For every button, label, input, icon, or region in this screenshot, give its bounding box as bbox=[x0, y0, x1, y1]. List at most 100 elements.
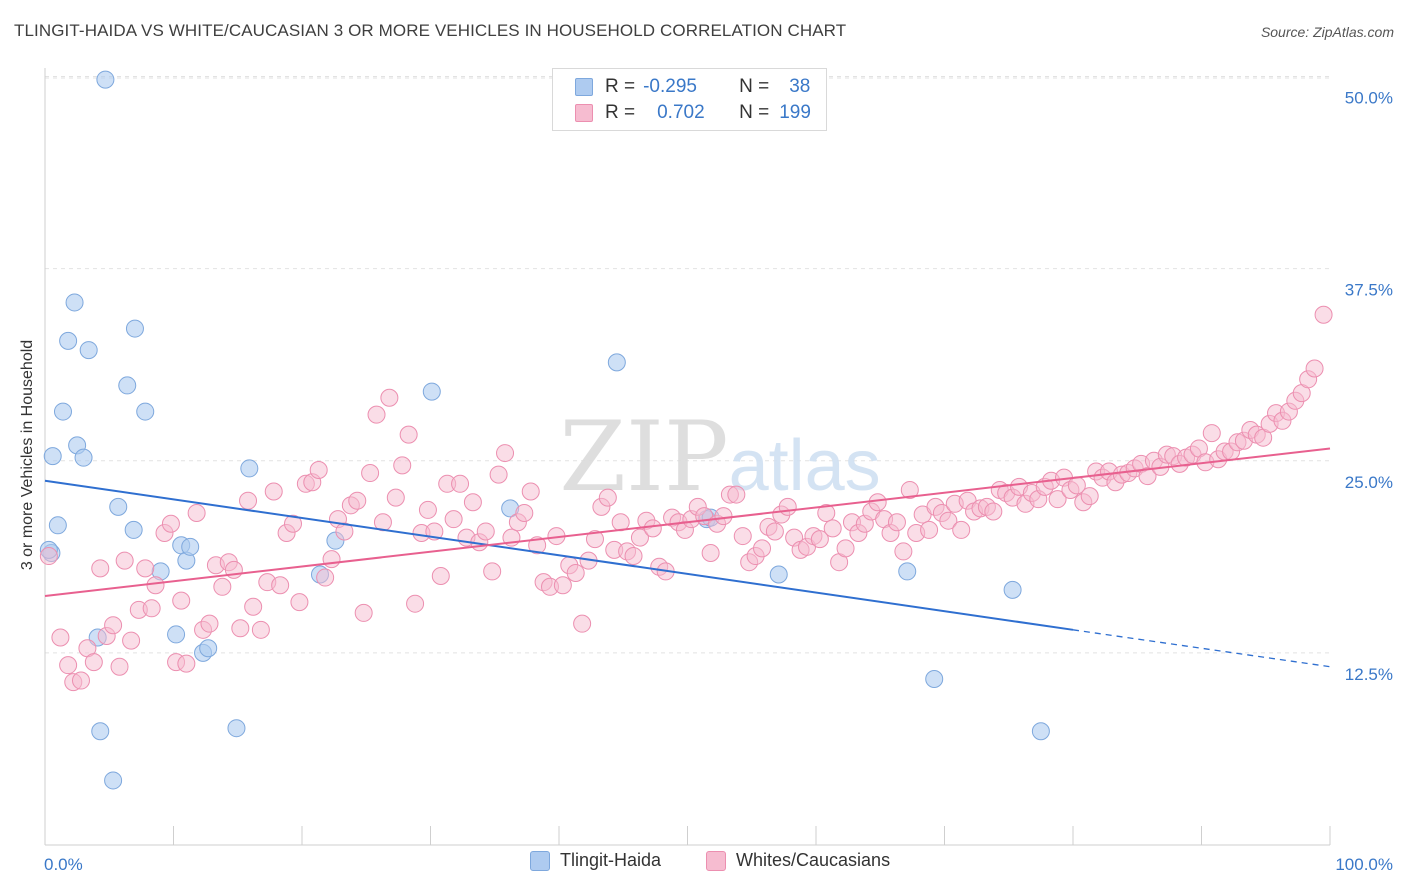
r-value: 0.702 bbox=[657, 102, 705, 123]
y-axis-label: 3 or more Vehicles in Household bbox=[19, 339, 36, 571]
data-point-whites-caucasians bbox=[316, 568, 335, 587]
n-label: N = bbox=[739, 102, 770, 123]
data-point-whites-caucasians bbox=[553, 576, 572, 595]
data-point-tlingit-haida bbox=[59, 331, 78, 350]
chart-title: TLINGIT-HAIDA VS WHITE/CAUCASIAN 3 OR MO… bbox=[14, 21, 847, 40]
data-point-whites-caucasians bbox=[1314, 305, 1333, 324]
data-point-tlingit-haida bbox=[1003, 580, 1022, 599]
trend-line-tlingit-haida bbox=[44, 479, 1074, 631]
data-point-whites-caucasians bbox=[952, 520, 971, 539]
data-point-whites-caucasians bbox=[836, 539, 855, 558]
data-point-whites-caucasians bbox=[393, 456, 412, 475]
data-point-tlingit-haida bbox=[91, 722, 110, 741]
data-point-tlingit-haida bbox=[607, 353, 626, 372]
data-point-whites-caucasians bbox=[309, 460, 328, 479]
data-point-whites-caucasians bbox=[727, 485, 746, 504]
data-point-whites-caucasians bbox=[1202, 424, 1221, 443]
source-label: Source: ZipAtlas.com bbox=[1260, 24, 1394, 40]
data-point-whites-caucasians bbox=[51, 628, 70, 647]
data-point-tlingit-haida bbox=[48, 516, 67, 535]
data-point-whites-caucasians bbox=[361, 464, 380, 483]
data-point-whites-caucasians bbox=[187, 504, 206, 523]
blue-swatch bbox=[575, 78, 593, 96]
data-point-whites-caucasians bbox=[271, 576, 290, 595]
data-point-whites-caucasians bbox=[463, 493, 482, 512]
data-point-whites-caucasians bbox=[284, 514, 303, 533]
data-point-tlingit-haida bbox=[109, 497, 128, 516]
data-point-tlingit-haida bbox=[199, 639, 218, 658]
legend-label: Tlingit-Haida bbox=[560, 850, 662, 870]
data-point-tlingit-haida bbox=[74, 448, 93, 467]
data-point-whites-caucasians bbox=[1080, 487, 1099, 506]
data-point-tlingit-haida bbox=[104, 771, 123, 790]
data-point-whites-caucasians bbox=[71, 671, 90, 690]
data-point-tlingit-haida bbox=[96, 70, 115, 89]
data-point-tlingit-haida bbox=[125, 319, 144, 338]
data-point-whites-caucasians bbox=[1138, 467, 1157, 486]
data-point-tlingit-haida bbox=[181, 537, 200, 556]
data-point-whites-caucasians bbox=[451, 474, 470, 493]
data-point-whites-caucasians bbox=[290, 593, 309, 612]
x-tick-labels: 0.0% 100.0% bbox=[44, 855, 1393, 874]
data-point-whites-caucasians bbox=[765, 522, 784, 541]
data-point-whites-caucasians bbox=[418, 500, 437, 519]
x-tick-label: 100.0% bbox=[1335, 855, 1393, 874]
data-point-tlingit-haida bbox=[422, 382, 441, 401]
data-point-whites-caucasians bbox=[213, 577, 232, 596]
data-point-tlingit-haida bbox=[79, 341, 98, 360]
data-point-whites-caucasians bbox=[733, 527, 752, 546]
r-label: R = bbox=[605, 102, 636, 123]
x-tick-label: 0.0% bbox=[44, 855, 83, 874]
legend-label: Whites/Caucasians bbox=[736, 850, 891, 870]
data-point-whites-caucasians bbox=[868, 493, 887, 512]
data-point-whites-caucasians bbox=[161, 514, 180, 533]
data-point-whites-caucasians bbox=[630, 528, 649, 547]
data-point-whites-caucasians bbox=[39, 547, 58, 566]
y-tick-label: 12.5% bbox=[1345, 665, 1393, 684]
data-point-whites-caucasians bbox=[244, 597, 263, 616]
data-point-tlingit-haida bbox=[227, 719, 246, 738]
data-point-tlingit-haida bbox=[240, 459, 259, 478]
data-point-tlingit-haida bbox=[118, 376, 137, 395]
tlingit-haida-points bbox=[39, 70, 1050, 790]
trend-line-tlingit-haida-extension bbox=[1072, 629, 1331, 668]
r-label: R = bbox=[605, 76, 636, 97]
data-point-tlingit-haida bbox=[136, 402, 155, 421]
data-point-whites-caucasians bbox=[573, 614, 592, 633]
data-point-whites-caucasians bbox=[177, 654, 196, 673]
data-point-whites-caucasians bbox=[367, 405, 386, 424]
data-point-whites-caucasians bbox=[444, 510, 463, 529]
data-point-whites-caucasians bbox=[136, 559, 155, 578]
n-value: 199 bbox=[779, 102, 811, 123]
data-point-whites-caucasians bbox=[585, 530, 604, 549]
data-point-whites-caucasians bbox=[146, 576, 165, 595]
data-point-whites-caucasians bbox=[115, 551, 134, 570]
data-point-whites-caucasians bbox=[406, 594, 425, 613]
data-point-tlingit-haida bbox=[53, 402, 72, 421]
data-point-whites-caucasians bbox=[984, 502, 1003, 521]
data-point-whites-caucasians bbox=[894, 542, 913, 561]
stats-legend: R = -0.295 N = 38 R = 0.702 N = 199 bbox=[552, 68, 827, 131]
legend-item-tlingit-haida: Tlingit-Haida bbox=[530, 850, 661, 871]
data-point-whites-caucasians bbox=[399, 425, 418, 444]
data-point-whites-caucasians bbox=[521, 482, 540, 501]
data-point-whites-caucasians bbox=[778, 497, 797, 516]
pink-swatch bbox=[575, 104, 593, 122]
n-label: N = bbox=[739, 76, 770, 97]
data-point-whites-caucasians bbox=[489, 465, 508, 484]
data-point-whites-caucasians bbox=[753, 539, 772, 558]
data-point-whites-caucasians bbox=[91, 559, 110, 578]
y-tick-labels: 12.5% 25.0% 37.5% 50.0% bbox=[1345, 89, 1393, 684]
data-point-whites-caucasians bbox=[142, 599, 161, 618]
data-point-whites-caucasians bbox=[939, 511, 958, 530]
trend-line-whites-caucasians bbox=[44, 447, 1331, 597]
data-point-tlingit-haida bbox=[65, 293, 84, 312]
data-point-whites-caucasians bbox=[380, 388, 399, 407]
legend-item-whites: Whites/Caucasians bbox=[706, 850, 890, 871]
data-point-tlingit-haida bbox=[1031, 722, 1050, 741]
data-point-whites-caucasians bbox=[172, 591, 191, 610]
data-point-whites-caucasians bbox=[335, 522, 354, 541]
data-point-whites-caucasians bbox=[122, 631, 141, 650]
data-point-whites-caucasians bbox=[431, 567, 450, 586]
